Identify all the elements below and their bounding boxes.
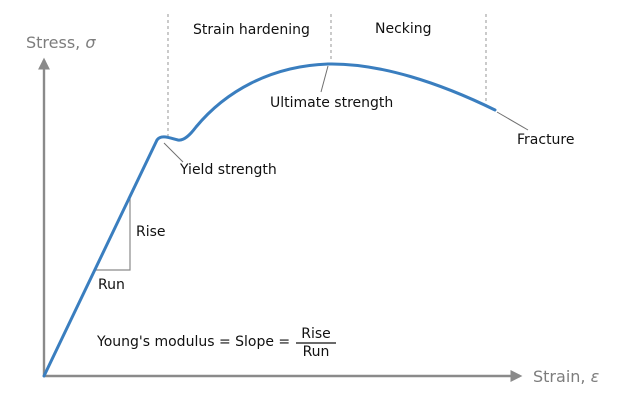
formula-numerator: Rise: [301, 326, 331, 342]
rise-label: Rise: [136, 224, 166, 240]
x-axis-symbol: ε: [591, 367, 600, 386]
ultimate-leader-line: [320, 65, 329, 93]
run-label: Run: [98, 277, 125, 293]
strain-hardening-label: Strain hardening: [193, 22, 310, 38]
yield-strength-label: Yield strength: [179, 162, 277, 178]
y-axis-label-text: Stress,: [26, 33, 85, 52]
necking-label: Necking: [375, 21, 432, 37]
youngs-modulus-formula: Young's modulus = Slope = Rise Run: [96, 326, 336, 360]
y-axis-symbol: σ: [85, 33, 96, 52]
yield-leader-line: [163, 142, 184, 163]
fracture-leader-line: [496, 111, 529, 131]
y-axis-label: Stress, σ: [26, 33, 96, 52]
formula-lhs: Young's modulus = Slope =: [96, 334, 290, 350]
formula-denominator: Run: [303, 344, 330, 360]
x-axis-label: Strain, ε: [533, 367, 600, 386]
fracture-label: Fracture: [517, 132, 575, 148]
slope-triangle: [96, 198, 131, 271]
x-axis-label-text: Strain,: [533, 367, 591, 386]
stress-strain-curve: [42, 62, 497, 378]
ultimate-strength-label: Ultimate strength: [270, 95, 393, 111]
